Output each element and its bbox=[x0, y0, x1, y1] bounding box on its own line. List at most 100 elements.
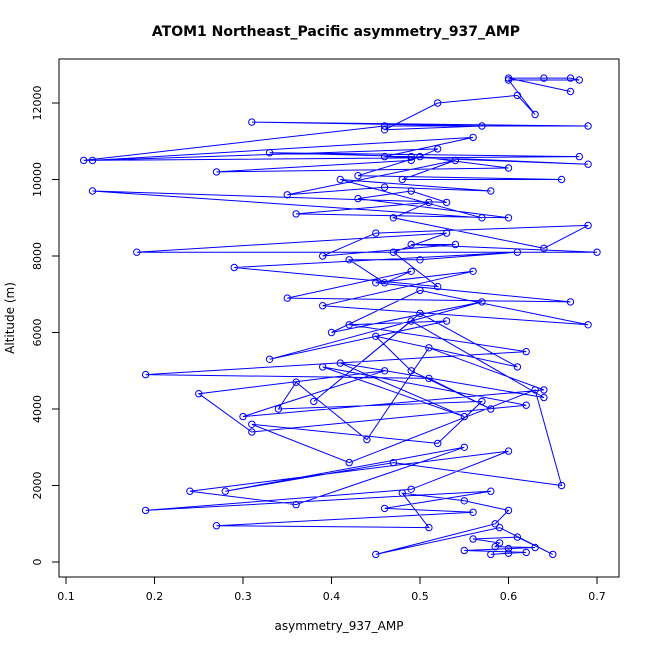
data-point bbox=[425, 374, 433, 383]
data-point bbox=[212, 522, 221, 530]
data-point bbox=[88, 156, 97, 165]
data-point bbox=[522, 347, 530, 356]
data-point bbox=[451, 156, 460, 165]
data-point bbox=[584, 321, 592, 329]
x-tick-label: 0.2 bbox=[146, 590, 164, 603]
data-point bbox=[531, 110, 539, 119]
data-point bbox=[310, 397, 318, 406]
data-point bbox=[504, 164, 513, 172]
data-point bbox=[442, 198, 451, 207]
data-point bbox=[425, 344, 433, 352]
data-point bbox=[540, 386, 548, 394]
data-point bbox=[283, 294, 291, 302]
data-point bbox=[319, 252, 327, 260]
data-point bbox=[531, 386, 539, 394]
data-point bbox=[566, 298, 575, 306]
data-point bbox=[434, 99, 442, 107]
data-point bbox=[540, 244, 548, 253]
data-point bbox=[380, 279, 389, 287]
y-axis: 0 2000 4000 6000 8000 10000 12000 bbox=[31, 86, 60, 566]
data-point bbox=[248, 428, 256, 436]
data-point bbox=[398, 175, 406, 184]
data-point bbox=[389, 248, 398, 256]
data-point bbox=[557, 481, 566, 490]
data-point bbox=[319, 363, 327, 371]
data-point bbox=[513, 363, 522, 371]
data-point bbox=[575, 152, 583, 161]
data-point bbox=[469, 133, 477, 142]
data-point bbox=[345, 321, 353, 329]
data-point bbox=[372, 550, 380, 559]
data-point bbox=[380, 504, 389, 513]
data-point bbox=[593, 248, 601, 256]
data-point bbox=[407, 485, 415, 493]
data-point bbox=[380, 367, 389, 375]
y-tick-label: 6000 bbox=[31, 319, 44, 347]
data-point bbox=[221, 487, 230, 495]
data-point bbox=[407, 187, 415, 195]
data-point bbox=[504, 214, 513, 222]
data-point bbox=[513, 533, 522, 541]
data-point bbox=[292, 210, 300, 218]
x-tick-label: 0.7 bbox=[588, 590, 606, 603]
data-point bbox=[141, 506, 150, 515]
data-point bbox=[469, 508, 477, 516]
data-point bbox=[522, 548, 530, 557]
data-point bbox=[274, 405, 283, 413]
series-line bbox=[83, 77, 598, 555]
data-point bbox=[380, 122, 389, 130]
data-point bbox=[88, 187, 97, 195]
data-point bbox=[549, 550, 557, 559]
data-point bbox=[345, 256, 353, 264]
data-point bbox=[80, 156, 88, 165]
data-point bbox=[442, 317, 451, 325]
data-point bbox=[380, 152, 389, 161]
data-point bbox=[292, 500, 300, 509]
x-tick-label: 0.5 bbox=[411, 590, 429, 603]
data-point bbox=[425, 198, 433, 207]
data-point bbox=[491, 520, 499, 528]
data-point bbox=[487, 405, 495, 413]
data-point bbox=[416, 286, 424, 295]
x-axis-label: asymmetry_937_AMP bbox=[275, 619, 404, 633]
data-point bbox=[575, 76, 583, 84]
data-point bbox=[504, 447, 513, 455]
y-tick-label: 10000 bbox=[31, 162, 44, 197]
x-tick-label: 0.1 bbox=[57, 590, 75, 603]
data-point bbox=[336, 359, 344, 367]
data-point bbox=[504, 506, 513, 515]
data-point bbox=[363, 435, 371, 444]
data-point bbox=[540, 393, 548, 402]
data-point bbox=[407, 152, 415, 161]
data-point bbox=[434, 145, 442, 153]
data-point bbox=[460, 443, 468, 451]
data-point bbox=[345, 458, 353, 467]
data-point bbox=[292, 378, 300, 386]
x-axis: 0.1 0.2 0.3 0.4 0.5 0.6 0.7 bbox=[57, 576, 606, 603]
data-point bbox=[354, 172, 362, 180]
data-point bbox=[442, 229, 451, 237]
data-point bbox=[380, 126, 389, 134]
x-tick-label: 0.6 bbox=[500, 590, 518, 603]
data-point bbox=[248, 118, 256, 126]
data-point bbox=[372, 332, 380, 340]
data-point bbox=[212, 168, 221, 176]
data-point bbox=[487, 487, 495, 495]
data-point bbox=[425, 523, 433, 532]
data-point bbox=[584, 221, 592, 230]
data-point bbox=[460, 497, 468, 505]
data-point bbox=[407, 156, 415, 165]
data-point bbox=[319, 302, 327, 310]
data-point bbox=[460, 546, 468, 555]
data-point bbox=[398, 489, 406, 497]
y-tick-label: 4000 bbox=[31, 395, 44, 423]
data-point bbox=[248, 420, 256, 428]
data-point bbox=[372, 279, 380, 287]
x-tick-label: 0.3 bbox=[234, 590, 252, 603]
data-point bbox=[504, 544, 513, 553]
data-point bbox=[354, 194, 362, 203]
data-point bbox=[584, 160, 592, 168]
data-point bbox=[230, 263, 238, 272]
data-point bbox=[522, 401, 530, 409]
